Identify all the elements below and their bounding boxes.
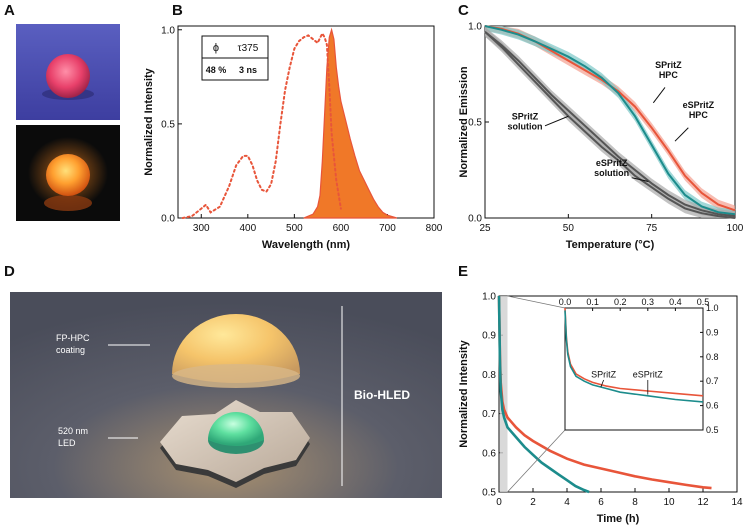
x-tick-label: 75 [646, 223, 658, 234]
coating-label: FP-HPC coating [56, 332, 90, 356]
y-axis-title: Normalized Intensity [458, 339, 470, 447]
y-axis-title: Normalized Emission [458, 66, 470, 178]
y-axis-title: Normalized Intensity [143, 67, 155, 175]
zoom-connector-top [507, 295, 566, 309]
inset-table-header-phi: ϕ [213, 42, 219, 54]
series-line-2 [484, 31, 736, 218]
bio-hled-label: Bio-HLED [354, 388, 410, 402]
x-tick-label: 6 [598, 497, 604, 508]
series-line-3 [484, 31, 736, 219]
series-line-1 [497, 295, 590, 494]
x-tick-label: 8 [632, 497, 638, 508]
y-tick-label: 0.8 [482, 370, 496, 381]
hpc-ball-uv-photo [16, 125, 120, 221]
annotation-leader-0 [652, 87, 666, 104]
annotation-leader-2 [544, 115, 569, 127]
series-band-0 [485, 26, 735, 216]
annotation-line1-3: eSPritZ [596, 158, 628, 168]
x-axis-title: Time (h) [597, 513, 640, 525]
annotation-line1-0: SPritZ [655, 60, 682, 70]
y-tick-label: 1.0 [161, 25, 175, 36]
y-tick-label: 0.9 [482, 331, 496, 342]
inset-y-tick-label: 0.6 [706, 401, 719, 411]
x-tick-label: 2 [530, 497, 536, 508]
inset-frame [564, 307, 704, 431]
x-tick-label: 800 [426, 223, 443, 234]
zoom-connector-bottom [507, 429, 566, 493]
x-tick-label: 100 [727, 223, 744, 234]
x-tick-label: 400 [239, 223, 256, 234]
y-tick-label: 1.0 [482, 292, 496, 303]
x-tick-label: 14 [731, 497, 743, 508]
panel-label-d: D [4, 263, 15, 280]
panel-label-e: E [458, 263, 469, 280]
thermal-stability-chart: 25 50 75 100 0.0 0.5 1.0 Temperature (°C) Normal… [458, 22, 744, 252]
inset-series-espritz [564, 310, 704, 403]
coating-label-line2: coating [56, 345, 86, 355]
plot-frame [498, 295, 738, 493]
y-tick-label: 1.0 [468, 22, 482, 33]
series-line-1 [484, 25, 736, 216]
inset-label-spritz: SPritZ [591, 370, 617, 380]
y-tick-label: 0.5 [468, 118, 482, 129]
annotation-line2-1: HPC [689, 110, 709, 120]
inset-table-value-tau: 3 ns [239, 65, 257, 75]
y-tick-label: 0.5 [161, 119, 175, 130]
annotation-line2-0: HPC [659, 70, 679, 80]
x-axis-title: Temperature (°C) [566, 239, 655, 251]
annotation-leader-3 [631, 177, 649, 183]
x-tick-label: 600 [333, 223, 350, 234]
led-label-line1: 520 nm [58, 426, 89, 436]
inset-y-tick-label: 0.5 [706, 425, 719, 435]
x-axis-title: Wavelength (nm) [262, 239, 351, 251]
led-label-line2: LED [58, 438, 76, 448]
led-label: 520 nm LED [58, 425, 88, 449]
y-tick-label: 0.6 [482, 448, 496, 459]
inset-leader-spritz [600, 379, 605, 388]
panel-label-c: C [458, 2, 469, 19]
annotation-line2-2: solution [508, 122, 543, 132]
inset-x-tick-label: 0.1 [586, 297, 599, 307]
y-tick-label: 0.7 [482, 409, 496, 420]
photostability-chart: 0 2 4 6 8 10 12 14 0.5 0.6 0.7 0.8 0.9 1.0 Time (h) Nor… [458, 292, 743, 526]
panel-label-a: A [4, 2, 15, 19]
inset-y-tick-label: 0.9 [706, 327, 719, 337]
x-tick-label: 500 [286, 223, 303, 234]
inset-x-tick-label: 0.3 [642, 297, 655, 307]
inset-x-tick-label: 0.0 [559, 297, 572, 307]
zoom-region [499, 296, 508, 492]
x-tick-label: 12 [697, 497, 709, 508]
emission-series-area [303, 27, 397, 219]
inset-table-header-tau: τ375 [238, 43, 259, 54]
annotation-line2-3: solution [594, 168, 629, 178]
annotation-leader-1 [674, 127, 689, 142]
y-tick-label: 0.5 [482, 488, 496, 499]
annotation-line1-1: eSPritZ [683, 100, 715, 110]
y-tick-label: 0.0 [468, 214, 482, 225]
inset-y-tick-label: 0.8 [706, 352, 719, 362]
excitation-series-line [181, 31, 342, 219]
inset-label-espritz: eSPritZ [633, 370, 664, 380]
inset-x-tick-label: 0.5 [697, 297, 710, 307]
panel-label-b: B [172, 2, 183, 19]
inset-table-value-phi: 48 % [206, 65, 227, 75]
x-tick-label: 0 [496, 497, 502, 508]
inset-x-tick-label: 0.4 [669, 297, 682, 307]
emission-spectrum-chart: 300 400 500 600 700 800 0.0 0.5 1.0 Wavelength (n… [143, 25, 443, 251]
x-tick-label: 25 [479, 223, 491, 234]
inset-y-tick-label: 0.7 [706, 376, 719, 386]
x-tick-label: 50 [563, 223, 575, 234]
x-tick-label: 700 [379, 223, 396, 234]
coating-label-line1: FP-HPC [56, 333, 90, 343]
hpc-ball-daylight-photo [16, 24, 120, 120]
x-tick-label: 300 [193, 223, 210, 234]
x-tick-label: 10 [663, 497, 675, 508]
bio-hled-illustration: FP-HPC coating 520 nm LED Bio-HLED [10, 292, 442, 498]
y-tick-label: 0.0 [161, 214, 175, 225]
inset-x-tick-label: 0.2 [614, 297, 627, 307]
x-tick-label: 4 [564, 497, 570, 508]
led-chip [160, 400, 310, 488]
annotation-line1-2: SPritZ [512, 112, 539, 122]
inset-y-tick-label: 1.0 [706, 303, 719, 313]
